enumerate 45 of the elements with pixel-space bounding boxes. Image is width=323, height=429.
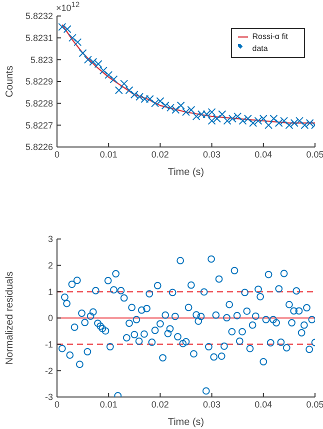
x-tick-label: 0.02 (151, 149, 169, 160)
y-tick-label: 5.8231 (25, 33, 53, 44)
y-tick-label: 5.8226 (25, 142, 53, 152)
x-tick-label: 0.04 (254, 149, 272, 160)
point (104, 70, 113, 79)
y-tick-label: -1 (44, 340, 53, 350)
y-tick-label: 0 (48, 313, 53, 324)
text: ×10$^{12}$ (56, 0, 80, 13)
y-tick-label: 2 (48, 260, 53, 271)
x-tick-label: 0.03 (203, 149, 221, 160)
y-tick-label: -3 (44, 392, 53, 402)
point (68, 34, 76, 42)
x-tick-label: 0 (54, 399, 60, 410)
y-axis-title: Counts (4, 66, 16, 98)
x-tick-label: 0 (54, 149, 60, 160)
y-tick-label: -2 (44, 366, 53, 376)
point (125, 86, 134, 94)
point (78, 49, 87, 58)
point (176, 102, 185, 110)
point (114, 86, 123, 94)
point (99, 66, 108, 75)
y-tick-label: 5.823 (30, 54, 53, 65)
y-tick-label: 5.8229 (25, 76, 53, 87)
x-tick-label: 0.02 (151, 399, 169, 410)
point (270, 114, 278, 123)
y-tick-label: 5.8232 (25, 11, 53, 22)
point (218, 110, 226, 118)
y-tick-label: 1 (48, 286, 53, 297)
point (264, 121, 273, 130)
x-axis-title: Time (s) (168, 167, 204, 178)
x-tick-label: 0.01 (100, 149, 118, 160)
x-axis-title: Time (s) (168, 417, 204, 428)
x-tick-label: 0.01 (100, 399, 118, 410)
x-tick-label: 0.03 (203, 399, 221, 410)
y-tick-label: 5.8228 (25, 98, 53, 109)
point (110, 75, 118, 84)
line-series (62, 24, 315, 124)
point (120, 80, 128, 88)
x-tick-label: 0.04 (254, 399, 272, 410)
y-axis-title: Normalized residuals (4, 271, 16, 365)
y-tick-label: 3 (48, 234, 53, 244)
y-tick-label: 5.8227 (25, 120, 53, 130)
legend-label: Rossi-α fit (252, 32, 288, 41)
point (74, 38, 82, 46)
legend-label: data (252, 44, 268, 53)
